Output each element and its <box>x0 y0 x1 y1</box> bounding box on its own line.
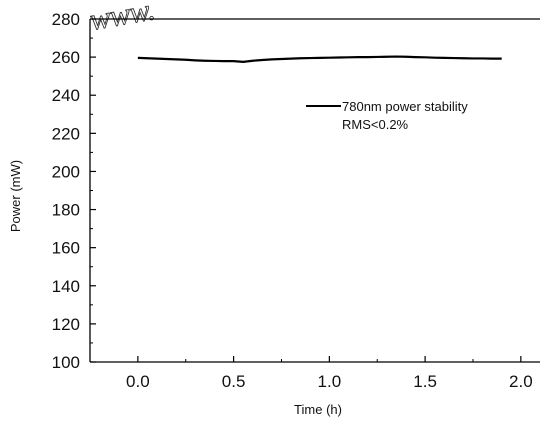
y-tick-label: 240 <box>52 86 80 105</box>
y-tick-label: 140 <box>52 277 80 296</box>
y-tick-label: 120 <box>52 315 80 334</box>
y-axis-ticks: 100 120 140 160 180 200 220 240 260 280 <box>52 10 96 372</box>
y-axis-title: Power (mW) <box>8 160 23 232</box>
y-tick-label: 160 <box>52 239 80 258</box>
series-line <box>137 55 502 63</box>
legend: 780nm power stability RMS<0.2% <box>306 99 468 132</box>
y-tick-label: 180 <box>52 201 80 220</box>
x-tick-label: 0.0 <box>126 372 150 391</box>
x-tick-label: 1.0 <box>318 372 342 391</box>
x-axis-ticks: 0.0 0.5 1.0 1.5 2.0 <box>89 356 533 391</box>
axes-group <box>89 18 540 363</box>
x-tick-label: 0.5 <box>222 372 246 391</box>
legend-rms-label: RMS<0.2% <box>342 117 409 132</box>
x-tick-label: 2.0 <box>509 372 533 391</box>
series-group <box>137 55 502 63</box>
y-tick-label: 220 <box>52 124 80 143</box>
y-tick-label: 260 <box>52 48 80 67</box>
x-axis-title: Time (h) <box>294 402 342 417</box>
legend-label: 780nm power stability <box>342 99 468 114</box>
y-tick-label: 200 <box>52 162 80 181</box>
x-tick-label: 1.5 <box>413 372 437 391</box>
y-tick-label: 280 <box>52 10 80 29</box>
y-tick-label: 100 <box>52 353 80 372</box>
